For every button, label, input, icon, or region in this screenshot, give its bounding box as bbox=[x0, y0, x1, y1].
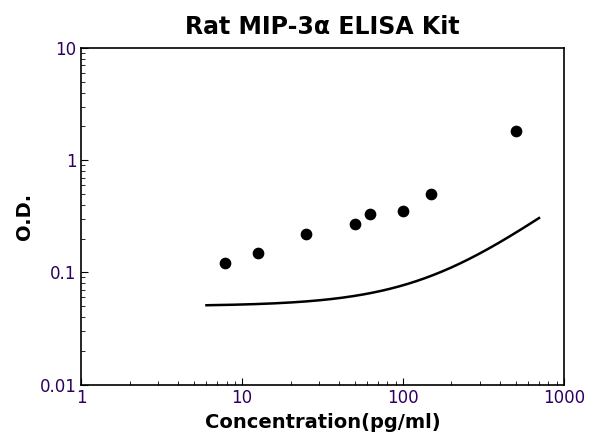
Y-axis label: O.D.: O.D. bbox=[15, 193, 34, 240]
Point bbox=[220, 260, 230, 267]
Point bbox=[350, 220, 359, 228]
Point bbox=[301, 230, 311, 237]
X-axis label: Concentration(pg/ml): Concentration(pg/ml) bbox=[205, 413, 440, 432]
Point bbox=[511, 128, 520, 135]
Point bbox=[253, 249, 263, 256]
Point bbox=[398, 208, 408, 215]
Point bbox=[365, 211, 375, 218]
Title: Rat MIP-3α ELISA Kit: Rat MIP-3α ELISA Kit bbox=[185, 15, 460, 39]
Point bbox=[427, 190, 436, 198]
